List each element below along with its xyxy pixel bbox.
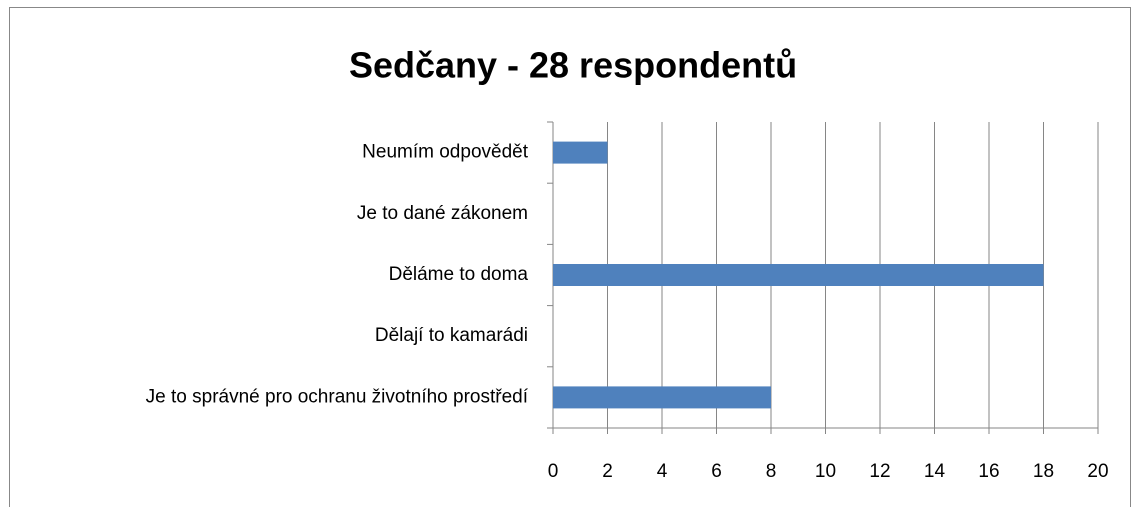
chart-title: Sedčany - 28 respondentů (349, 45, 797, 86)
bar (553, 264, 1044, 286)
bar (553, 141, 608, 164)
y-tick-label: Děláme to doma (389, 264, 529, 285)
x-tick-label: 8 (766, 461, 777, 482)
bar (553, 386, 771, 409)
x-tick-label: 12 (869, 461, 890, 482)
y-tick-label: Neumím odpovědět (362, 142, 529, 163)
x-tick-label: 20 (1087, 461, 1108, 482)
x-tick-label: 6 (711, 461, 722, 482)
x-tick-label: 4 (657, 461, 668, 482)
x-tick-label: 2 (602, 461, 613, 482)
x-tick-label: 14 (924, 461, 946, 482)
x-tick-label: 0 (548, 461, 559, 482)
x-tick-label: 10 (815, 461, 836, 482)
x-tick-label: 16 (978, 461, 999, 482)
y-tick-label: Dělají to kamarádi (375, 325, 528, 346)
x-tick-label: 18 (1033, 461, 1054, 482)
chart-border (9, 7, 1131, 507)
y-tick-label: Je to správné pro ochranu životního pros… (146, 386, 529, 407)
y-tick-label: Je to dané zákonem (357, 203, 528, 224)
